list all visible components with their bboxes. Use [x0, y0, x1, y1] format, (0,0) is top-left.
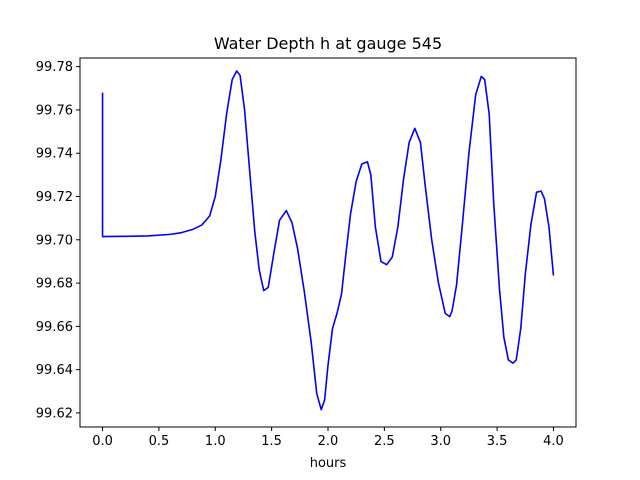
y-tick-label: 99.64: [36, 363, 73, 378]
y-tick-label: 99.66: [36, 320, 73, 335]
plot-area: [79, 57, 577, 428]
y-tick-label: 99.72: [36, 190, 73, 205]
series-line: [101, 70, 555, 411]
x-tick-label: 0.0: [92, 434, 113, 449]
x-tick-label: 3.0: [430, 434, 451, 449]
y-tick-label: 99.62: [36, 406, 73, 421]
y-tick-label: 99.78: [36, 60, 73, 75]
y-tick-label: 99.76: [36, 103, 73, 118]
y-tick-label: 99.70: [36, 233, 73, 248]
chart-title: Water Depth h at gauge 545: [214, 34, 442, 53]
x-axis: 0.0 0.5 1.0 1.5 2.0 2.5 3.0 3.5 4.0: [92, 427, 564, 449]
x-tick-label: 1.0: [205, 434, 226, 449]
x-tick-label: 2.5: [374, 434, 395, 449]
x-tick-label: 4.0: [543, 434, 564, 449]
x-tick-label: 1.5: [261, 434, 282, 449]
y-axis: 99.62 99.64 99.66 99.68 99.70 99.72 99.74 99.76…: [36, 60, 80, 421]
x-axis-label: hours: [310, 456, 347, 471]
x-tick-label: 3.5: [487, 434, 508, 449]
y-tick-label: 99.68: [36, 277, 73, 292]
y-tick-label: 99.74: [36, 147, 73, 162]
x-tick-label: 0.5: [149, 434, 170, 449]
x-tick-label: 2.0: [318, 434, 339, 449]
